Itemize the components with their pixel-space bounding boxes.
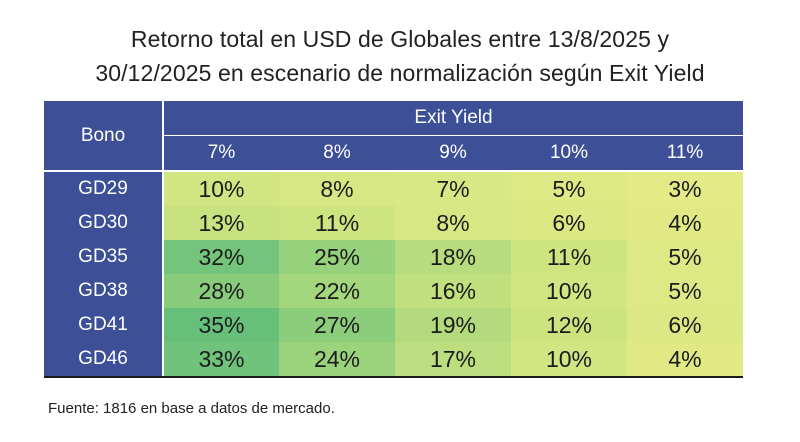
yield-column-header: 11% [627,135,744,171]
bond-label: GD35 [44,240,164,274]
heatmap-cell: 10% [511,274,627,308]
heatmap-cell: 25% [279,240,395,274]
heatmap-cell: 35% [163,308,279,342]
bond-label: GD46 [44,342,164,378]
table-row: GD46 33% 24% 17% 10% 4% [44,342,744,378]
bond-label: GD30 [44,206,164,240]
heatmap-cell: 17% [395,342,511,378]
heatmap-cell: 7% [395,170,511,206]
heatmap-cell: 10% [163,170,279,206]
heatmap-cell: 8% [395,206,511,240]
yield-column-header: 7% [163,135,279,171]
yield-header-row: 7% 8% 9% 10% 11% [44,135,744,171]
heatmap-cell: 5% [627,240,744,274]
heatmap-cell: 8% [279,170,395,206]
heatmap-cell: 27% [279,308,395,342]
heatmap-cell: 12% [511,308,627,342]
heatmap-cell: 33% [163,342,279,378]
heatmap-cell: 5% [627,274,744,308]
table-row: GD38 28% 22% 16% 10% 5% [44,274,744,308]
yield-column-header: 8% [279,135,395,171]
chart-title: Retorno total en USD de Globales entre 1… [0,22,800,90]
bond-label: GD41 [44,308,164,342]
heatmap-cell: 11% [279,206,395,240]
table-row: GD30 13% 11% 8% 6% 4% [44,206,744,240]
heatmap-cell: 18% [395,240,511,274]
table-row: GD29 10% 8% 7% 5% 3% [44,170,744,206]
table-body: GD29 10% 8% 7% 5% 3% GD30 13% 11% 8% 6% 4% GD35 32% 25… [44,170,744,378]
heatmap-cell: 24% [279,342,395,378]
title-line-2: 30/12/2025 en escenario de normalización… [95,60,705,86]
heatmap-cell: 4% [627,342,744,378]
heatmap-cell: 5% [511,170,627,206]
heatmap-cell: 32% [163,240,279,274]
heatmap-cell: 16% [395,274,511,308]
heatmap-cell: 13% [163,206,279,240]
title-line-1: Retorno total en USD de Globales entre 1… [130,26,670,52]
heatmap-cell: 3% [627,170,744,206]
heatmap-cell: 6% [511,206,627,240]
table-row: GD41 35% 27% 19% 12% 6% [44,308,744,342]
table-row: GD35 32% 25% 18% 11% 5% [44,240,744,274]
yield-column-header: 10% [511,135,627,171]
bono-header: Bono [44,101,164,171]
heatmap-cell: 22% [279,274,395,308]
source-note: Fuente: 1816 en base a datos de mercado. [48,400,335,417]
heatmap-cell: 19% [395,308,511,342]
bond-label: GD38 [44,274,164,308]
heatmap-cell: 6% [627,308,744,342]
heatmap-cell: 28% [163,274,279,308]
heatmap-cell: 4% [627,206,744,240]
exit-yield-header: Exit Yield [163,101,744,136]
yield-column-header: 9% [395,135,511,171]
bond-label: GD29 [44,170,164,206]
returns-heatmap-table: Bono Exit Yield 7% 8% 9% 10% 11% GD29 10% 8% 7%… [44,101,744,378]
heatmap-cell: 11% [511,240,627,274]
heatmap-cell: 10% [511,342,627,378]
